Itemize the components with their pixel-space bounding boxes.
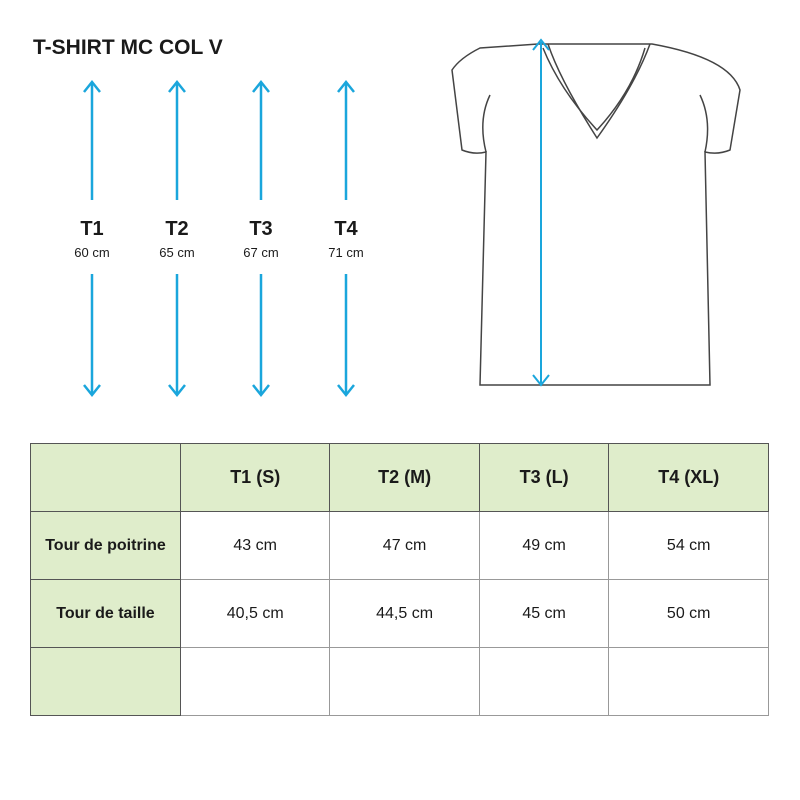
column-header: T3 (L) bbox=[478, 443, 610, 512]
size-label-t2: T2 65 cm bbox=[159, 218, 195, 260]
column-header bbox=[30, 443, 181, 512]
table-cell bbox=[179, 647, 331, 716]
table-cell: 47 cm bbox=[329, 511, 480, 580]
size-table: T1 (S) T2 (M) T3 (L) T4 (XL) Tour de poi… bbox=[30, 443, 769, 716]
table-cell: 40,5 cm bbox=[179, 579, 331, 648]
table-cell: 44,5 cm bbox=[329, 579, 480, 648]
arrow-t4 bbox=[337, 79, 355, 398]
table-cell: 49 cm bbox=[478, 511, 610, 580]
table-row bbox=[30, 647, 769, 716]
length-diagram bbox=[83, 38, 741, 398]
table-cell: 50 cm bbox=[608, 579, 769, 648]
size-label-t4: T4 71 cm bbox=[328, 218, 364, 260]
row-header: Tour de taille bbox=[30, 579, 181, 648]
tshirt-outline bbox=[451, 43, 741, 386]
table-header: T1 (S) T2 (M) T3 (L) T4 (XL) bbox=[30, 443, 769, 512]
column-header: T2 (M) bbox=[329, 443, 480, 512]
size-label-t3: T3 67 cm bbox=[243, 218, 279, 260]
row-header bbox=[30, 647, 181, 716]
table-cell: 43 cm bbox=[179, 511, 331, 580]
table-cell bbox=[329, 647, 480, 716]
table-cell bbox=[478, 647, 610, 716]
table-row: Tour de taille 40,5 cm 44,5 cm 45 cm 50 … bbox=[30, 579, 769, 648]
shirt-length-arrow bbox=[532, 38, 550, 387]
column-header: T1 (S) bbox=[179, 443, 331, 512]
column-header: T4 (XL) bbox=[608, 443, 769, 512]
length-arrows bbox=[83, 79, 355, 398]
table-row: Tour de poitrine 43 cm 47 cm 49 cm 54 cm bbox=[30, 511, 769, 580]
table-cell bbox=[608, 647, 769, 716]
page-title: T-SHIRT MC COL V bbox=[33, 36, 223, 59]
arrow-t3 bbox=[252, 79, 270, 398]
arrow-t1 bbox=[83, 79, 101, 398]
table-cell: 45 cm bbox=[478, 579, 610, 648]
arrow-t2 bbox=[168, 79, 186, 398]
row-header: Tour de poitrine bbox=[30, 511, 181, 580]
table-cell: 54 cm bbox=[608, 511, 769, 580]
size-label-t1: T1 60 cm bbox=[74, 218, 110, 260]
